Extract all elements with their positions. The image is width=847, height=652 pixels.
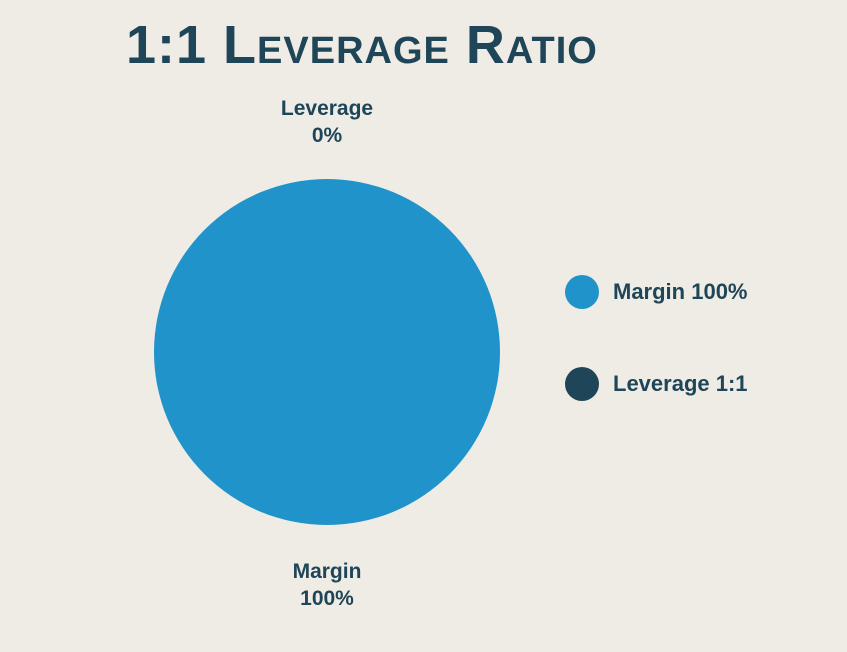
bottom-slice-name: Margin — [293, 560, 362, 584]
chart-title: 1:1 Leverage Ratio — [126, 14, 598, 76]
legend-item-margin: Margin 100% — [565, 275, 748, 309]
top-slice-name: Leverage — [281, 97, 373, 121]
top-slice-value: 0% — [312, 124, 342, 148]
legend: Margin 100% Leverage 1:1 — [565, 275, 748, 401]
legend-swatch-icon — [565, 275, 599, 309]
legend-label: Margin 100% — [613, 279, 748, 305]
legend-item-leverage: Leverage 1:1 — [565, 367, 748, 401]
legend-swatch-icon — [565, 367, 599, 401]
legend-label: Leverage 1:1 — [613, 371, 748, 397]
pie-chart — [154, 179, 500, 525]
chart-canvas: 1:1 Leverage Ratio Leverage 0% Margin 10… — [0, 0, 847, 652]
bottom-slice-value: 100% — [300, 587, 354, 611]
